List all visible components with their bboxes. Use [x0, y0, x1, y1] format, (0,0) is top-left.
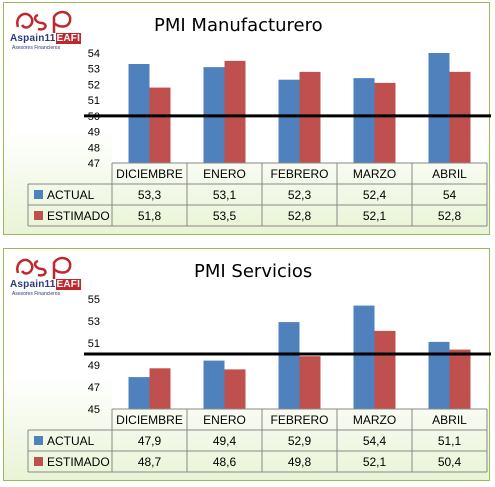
data-table: DICIEMBRE ENERO FEBRERO MARZO ABRIL ACTUAL 47,…	[27, 408, 488, 473]
y-tick-label: 49	[88, 127, 100, 139]
bar-estimado	[149, 87, 171, 163]
x-tick-label: DICIEMBRE	[116, 413, 183, 427]
bar-actual	[428, 53, 450, 163]
legend-swatch-estimado	[34, 457, 43, 466]
bar-estimado	[299, 356, 321, 409]
legend-label-estimado: ESTIMADO	[47, 209, 110, 223]
pmi-servicios-chart: 45 47 49 51 53 55 DICIEMBRE ENERO FEBRERO MARZO AB…	[27, 294, 491, 473]
bar-actual	[278, 79, 300, 163]
pmi-manufacturero-panel: Aspain11EAFI Asesores Financieros PMI Ma…	[3, 2, 491, 235]
y-tick-label: 47	[88, 382, 100, 394]
logo-brand: Aspain11EAFI	[10, 279, 82, 290]
y-tick-label: 45	[88, 404, 100, 416]
x-tick-label: FEBRERO	[270, 413, 328, 427]
asp-logo-mark	[16, 256, 72, 279]
asp-logo-mark	[16, 10, 72, 33]
y-tick-label: 51	[88, 338, 100, 350]
logo-brand: Aspain11EAFI	[10, 33, 82, 44]
data-label: 49,4	[213, 434, 237, 448]
data-table: DICIEMBRE ENERO FEBRERO MARZO ABRIL ACTUAL 53,…	[27, 162, 488, 227]
bar-estimado	[224, 60, 246, 163]
legend-label-actual: ACTUAL	[47, 188, 95, 202]
y-tick-label: 54	[88, 48, 100, 60]
y-tick-label: 51	[88, 95, 100, 107]
x-tick-label: FEBRERO	[270, 167, 328, 181]
x-tick-label: MARZO	[353, 167, 396, 181]
data-label: 52,1	[363, 455, 387, 469]
x-tick-label: DICIEMBRE	[116, 167, 183, 181]
bar-estimado	[149, 368, 171, 409]
chart-title: PMI Manufacturero	[154, 15, 323, 36]
legend-label-estimado: ESTIMADO	[47, 455, 110, 469]
company-logo: Aspain11EAFI Asesores Financieros	[10, 253, 82, 297]
y-tick-label: 53	[88, 64, 100, 76]
data-label: 52,8	[438, 209, 462, 223]
data-label: 48,7	[138, 455, 162, 469]
x-tick-label: MARZO	[353, 413, 396, 427]
x-tick-label: ENERO	[203, 167, 246, 181]
data-label: 54	[443, 188, 457, 202]
bar-estimado	[374, 330, 396, 409]
y-tick-label: 47	[88, 158, 100, 170]
data-label: 52,3	[288, 188, 312, 202]
data-label: 49,8	[288, 455, 312, 469]
pmi-manufacturero-chart: 4748495051525354DICIEMBREENEROFEBREROMAR…	[27, 48, 491, 227]
bar-actual	[128, 377, 150, 409]
bar-actual	[128, 64, 150, 163]
bar-estimado	[374, 82, 396, 163]
data-label: 50,4	[438, 455, 462, 469]
data-label: 51,8	[138, 209, 162, 223]
legend-swatch-actual	[34, 190, 43, 199]
legend-swatch-actual	[34, 436, 43, 445]
bar-actual	[203, 360, 225, 409]
data-label: 48,6	[213, 455, 237, 469]
data-label: 53,5	[213, 209, 237, 223]
pmi-servicios-panel: Aspain11EAFI Asesores Financieros PMI Se…	[3, 248, 491, 481]
bar-actual	[353, 305, 375, 409]
data-label: 54,4	[363, 434, 387, 448]
x-tick-label: ABRIL	[432, 167, 467, 181]
bar-estimado	[449, 349, 471, 409]
data-label: 52,8	[288, 209, 312, 223]
x-tick-label: ENERO	[203, 413, 246, 427]
bar-estimado	[299, 71, 321, 163]
bar-estimado	[449, 71, 471, 163]
bar-actual	[428, 341, 450, 409]
data-label: 53,3	[138, 188, 162, 202]
legend-swatch-estimado	[34, 211, 43, 220]
y-tick-label: 48	[88, 142, 100, 154]
data-label: 47,9	[138, 434, 162, 448]
x-tick-label: ABRIL	[432, 413, 467, 427]
y-tick-label: 49	[88, 360, 100, 372]
data-label: 53,1	[213, 188, 237, 202]
bar-actual	[278, 322, 300, 409]
y-tick-label: 53	[88, 316, 100, 328]
bar-actual	[353, 78, 375, 163]
legend-label-actual: ACTUAL	[47, 434, 95, 448]
company-logo: Aspain11EAFI Asesores Financieros	[10, 7, 82, 51]
y-tick-label: 52	[88, 79, 100, 91]
chart-title: PMI Servicios	[194, 261, 313, 282]
data-label: 52,1	[363, 209, 387, 223]
y-tick-label: 55	[88, 294, 100, 306]
logo-subtitle: Asesores Financieros	[12, 291, 61, 297]
logo-subtitle: Asesores Financieros	[12, 45, 61, 51]
data-label: 52,4	[363, 188, 387, 202]
data-label: 51,1	[438, 434, 462, 448]
data-label: 52,9	[288, 434, 312, 448]
bar-estimado	[224, 369, 246, 409]
